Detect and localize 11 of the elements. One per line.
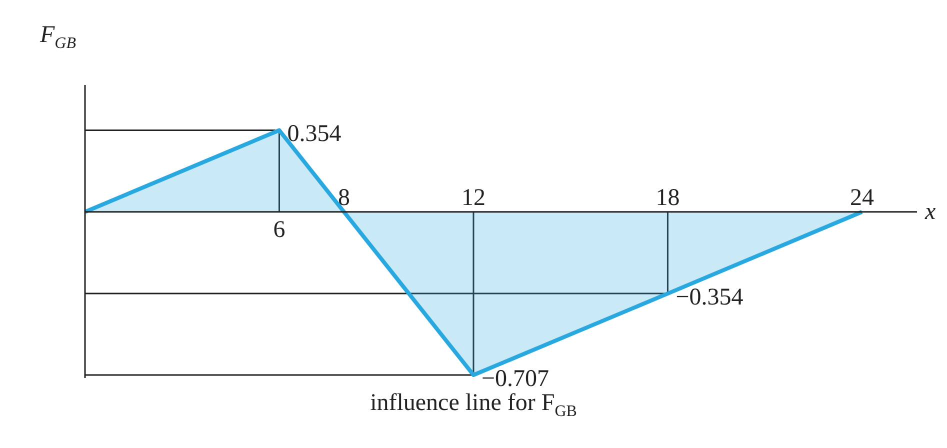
data-label: −0.707 [481, 366, 550, 392]
x-tick-label: 18 [656, 184, 680, 211]
annotation: 6 [273, 216, 286, 243]
x-tick-label: 12 [461, 184, 486, 211]
text: influence line for F$_{GB}$ [369, 390, 578, 421]
x-tick-label: 24 [850, 184, 874, 211]
x-tick-label: 8 [338, 184, 350, 211]
y-axis-title: F$_{GB}$ [40, 22, 76, 53]
data-label: −0.354 [676, 284, 744, 311]
data-label: 0.354 [287, 121, 342, 148]
x-axis-title: x [924, 198, 936, 225]
